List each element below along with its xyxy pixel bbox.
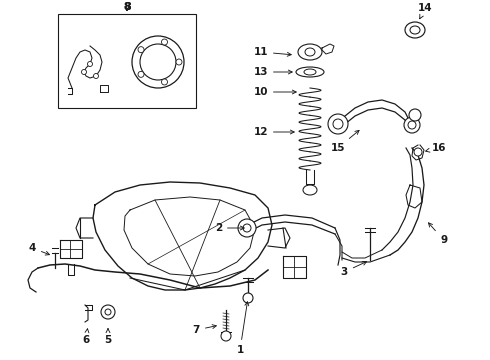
Circle shape [243, 293, 253, 303]
Circle shape [105, 309, 111, 315]
Ellipse shape [333, 119, 343, 129]
Text: 8: 8 [123, 2, 131, 12]
Circle shape [138, 47, 144, 53]
Text: 1: 1 [236, 302, 249, 355]
Circle shape [414, 148, 422, 156]
Circle shape [138, 71, 144, 77]
Text: 10: 10 [253, 87, 296, 97]
Text: 9: 9 [428, 223, 447, 245]
Circle shape [101, 305, 115, 319]
Circle shape [94, 73, 98, 78]
Text: 12: 12 [253, 127, 294, 137]
Ellipse shape [304, 69, 316, 75]
Text: 14: 14 [418, 3, 433, 19]
Ellipse shape [328, 114, 348, 134]
Circle shape [88, 62, 93, 67]
Text: 15: 15 [330, 130, 359, 153]
Circle shape [132, 36, 184, 88]
Ellipse shape [405, 22, 425, 38]
Ellipse shape [298, 44, 322, 60]
Ellipse shape [243, 224, 251, 232]
Text: 2: 2 [215, 223, 244, 233]
Circle shape [409, 109, 421, 121]
Ellipse shape [410, 26, 420, 34]
Ellipse shape [305, 48, 315, 56]
Text: 5: 5 [104, 329, 112, 345]
Circle shape [162, 39, 168, 45]
Circle shape [162, 79, 168, 85]
Ellipse shape [408, 121, 416, 129]
Circle shape [221, 331, 231, 341]
Text: 13: 13 [253, 67, 292, 77]
Ellipse shape [296, 67, 324, 77]
Ellipse shape [238, 219, 256, 237]
Ellipse shape [404, 117, 420, 133]
Circle shape [140, 44, 176, 80]
Circle shape [81, 69, 87, 75]
Circle shape [176, 59, 182, 65]
Text: 4: 4 [28, 243, 49, 255]
Text: 8: 8 [123, 2, 131, 12]
Text: 16: 16 [426, 143, 446, 153]
Text: 3: 3 [341, 261, 367, 277]
Text: 7: 7 [193, 325, 216, 335]
Bar [58, 14, 196, 108]
Text: 11: 11 [253, 47, 291, 57]
Text: 6: 6 [82, 329, 90, 345]
Ellipse shape [303, 185, 317, 195]
